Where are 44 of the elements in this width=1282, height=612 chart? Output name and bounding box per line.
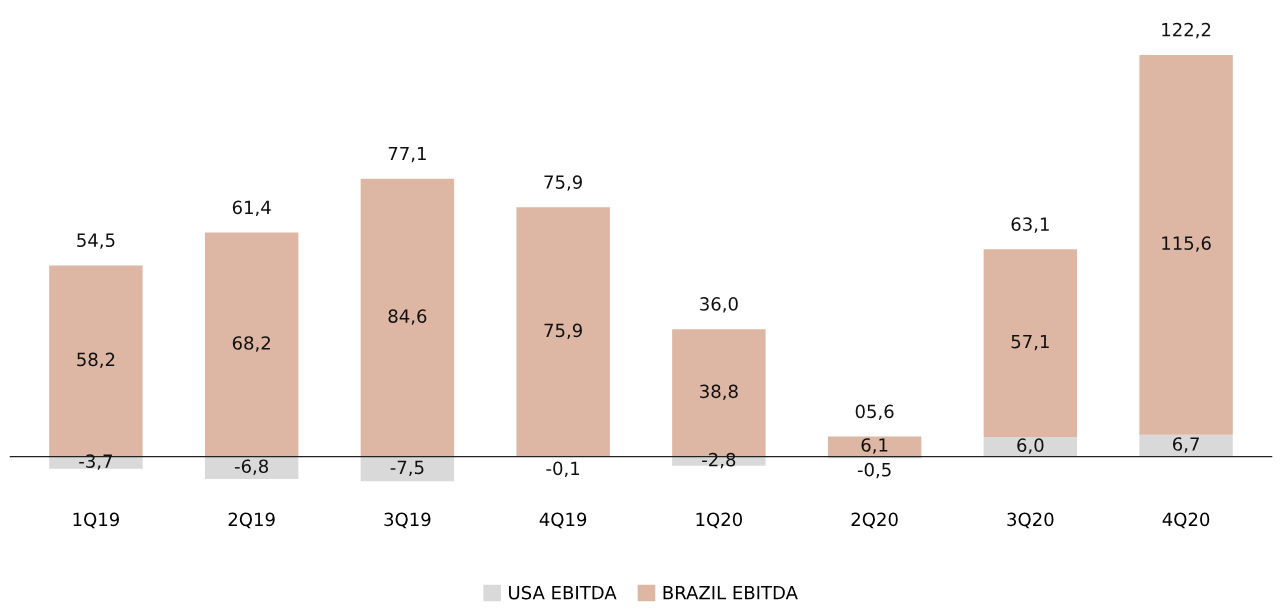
x-tick-label: 1Q19 (73, 512, 119, 529)
data-label: 6,7 (1172, 437, 1199, 453)
bar (360, 178, 455, 457)
bar (983, 249, 1078, 437)
legend-label: BRAZIL EBITDA (663, 586, 798, 600)
bar (1139, 434, 1233, 457)
x-tick-label: 3Q20 (1007, 512, 1054, 529)
x-tick-label: 2Q20 (851, 512, 898, 529)
bar (204, 232, 299, 457)
data-label: 84,6 (388, 309, 427, 325)
total-label: 54,5 (77, 233, 115, 249)
data-label: 38,8 (700, 384, 738, 400)
data-label: -7,5 (390, 460, 424, 477)
data-label: 6,0 (1017, 438, 1044, 454)
total-label: 36,0 (700, 297, 738, 313)
bar (360, 456, 455, 482)
bar (1139, 54, 1233, 435)
data-label: 68,2 (232, 336, 270, 352)
x-tick-label: 4Q20 (1162, 512, 1210, 529)
x-tick-label: 4Q19 (539, 512, 587, 529)
total-label: 63,1 (1011, 217, 1049, 233)
data-label: -2,8 (702, 452, 736, 469)
bar (204, 456, 299, 479)
data-label: -0,5 (857, 462, 891, 479)
total-label: 61,4 (232, 200, 271, 217)
x-tick-label: 2Q19 (228, 512, 275, 529)
x-tick-label: 3Q19 (384, 512, 431, 529)
total-label: 75,9 (544, 175, 582, 191)
data-label: -0,1 (546, 461, 580, 478)
data-label: 6,1 (861, 438, 888, 454)
bar (516, 207, 610, 457)
data-label: -3,7 (79, 454, 112, 470)
data-label: -6,8 (234, 459, 269, 475)
total-label: 05,6 (855, 404, 894, 421)
legend-label: USA EBITDA (509, 585, 617, 600)
bar (983, 436, 1078, 457)
data-label: 115,6 (1162, 236, 1211, 252)
x-tick-label: 1Q20 (696, 512, 743, 529)
data-label: 58,2 (77, 352, 115, 369)
data-label: 57,1 (1011, 334, 1049, 351)
bar (49, 456, 143, 469)
total-label: 77,1 (388, 146, 426, 163)
data-label: 75,9 (544, 323, 582, 340)
total-label: 122,2 (1162, 22, 1211, 39)
